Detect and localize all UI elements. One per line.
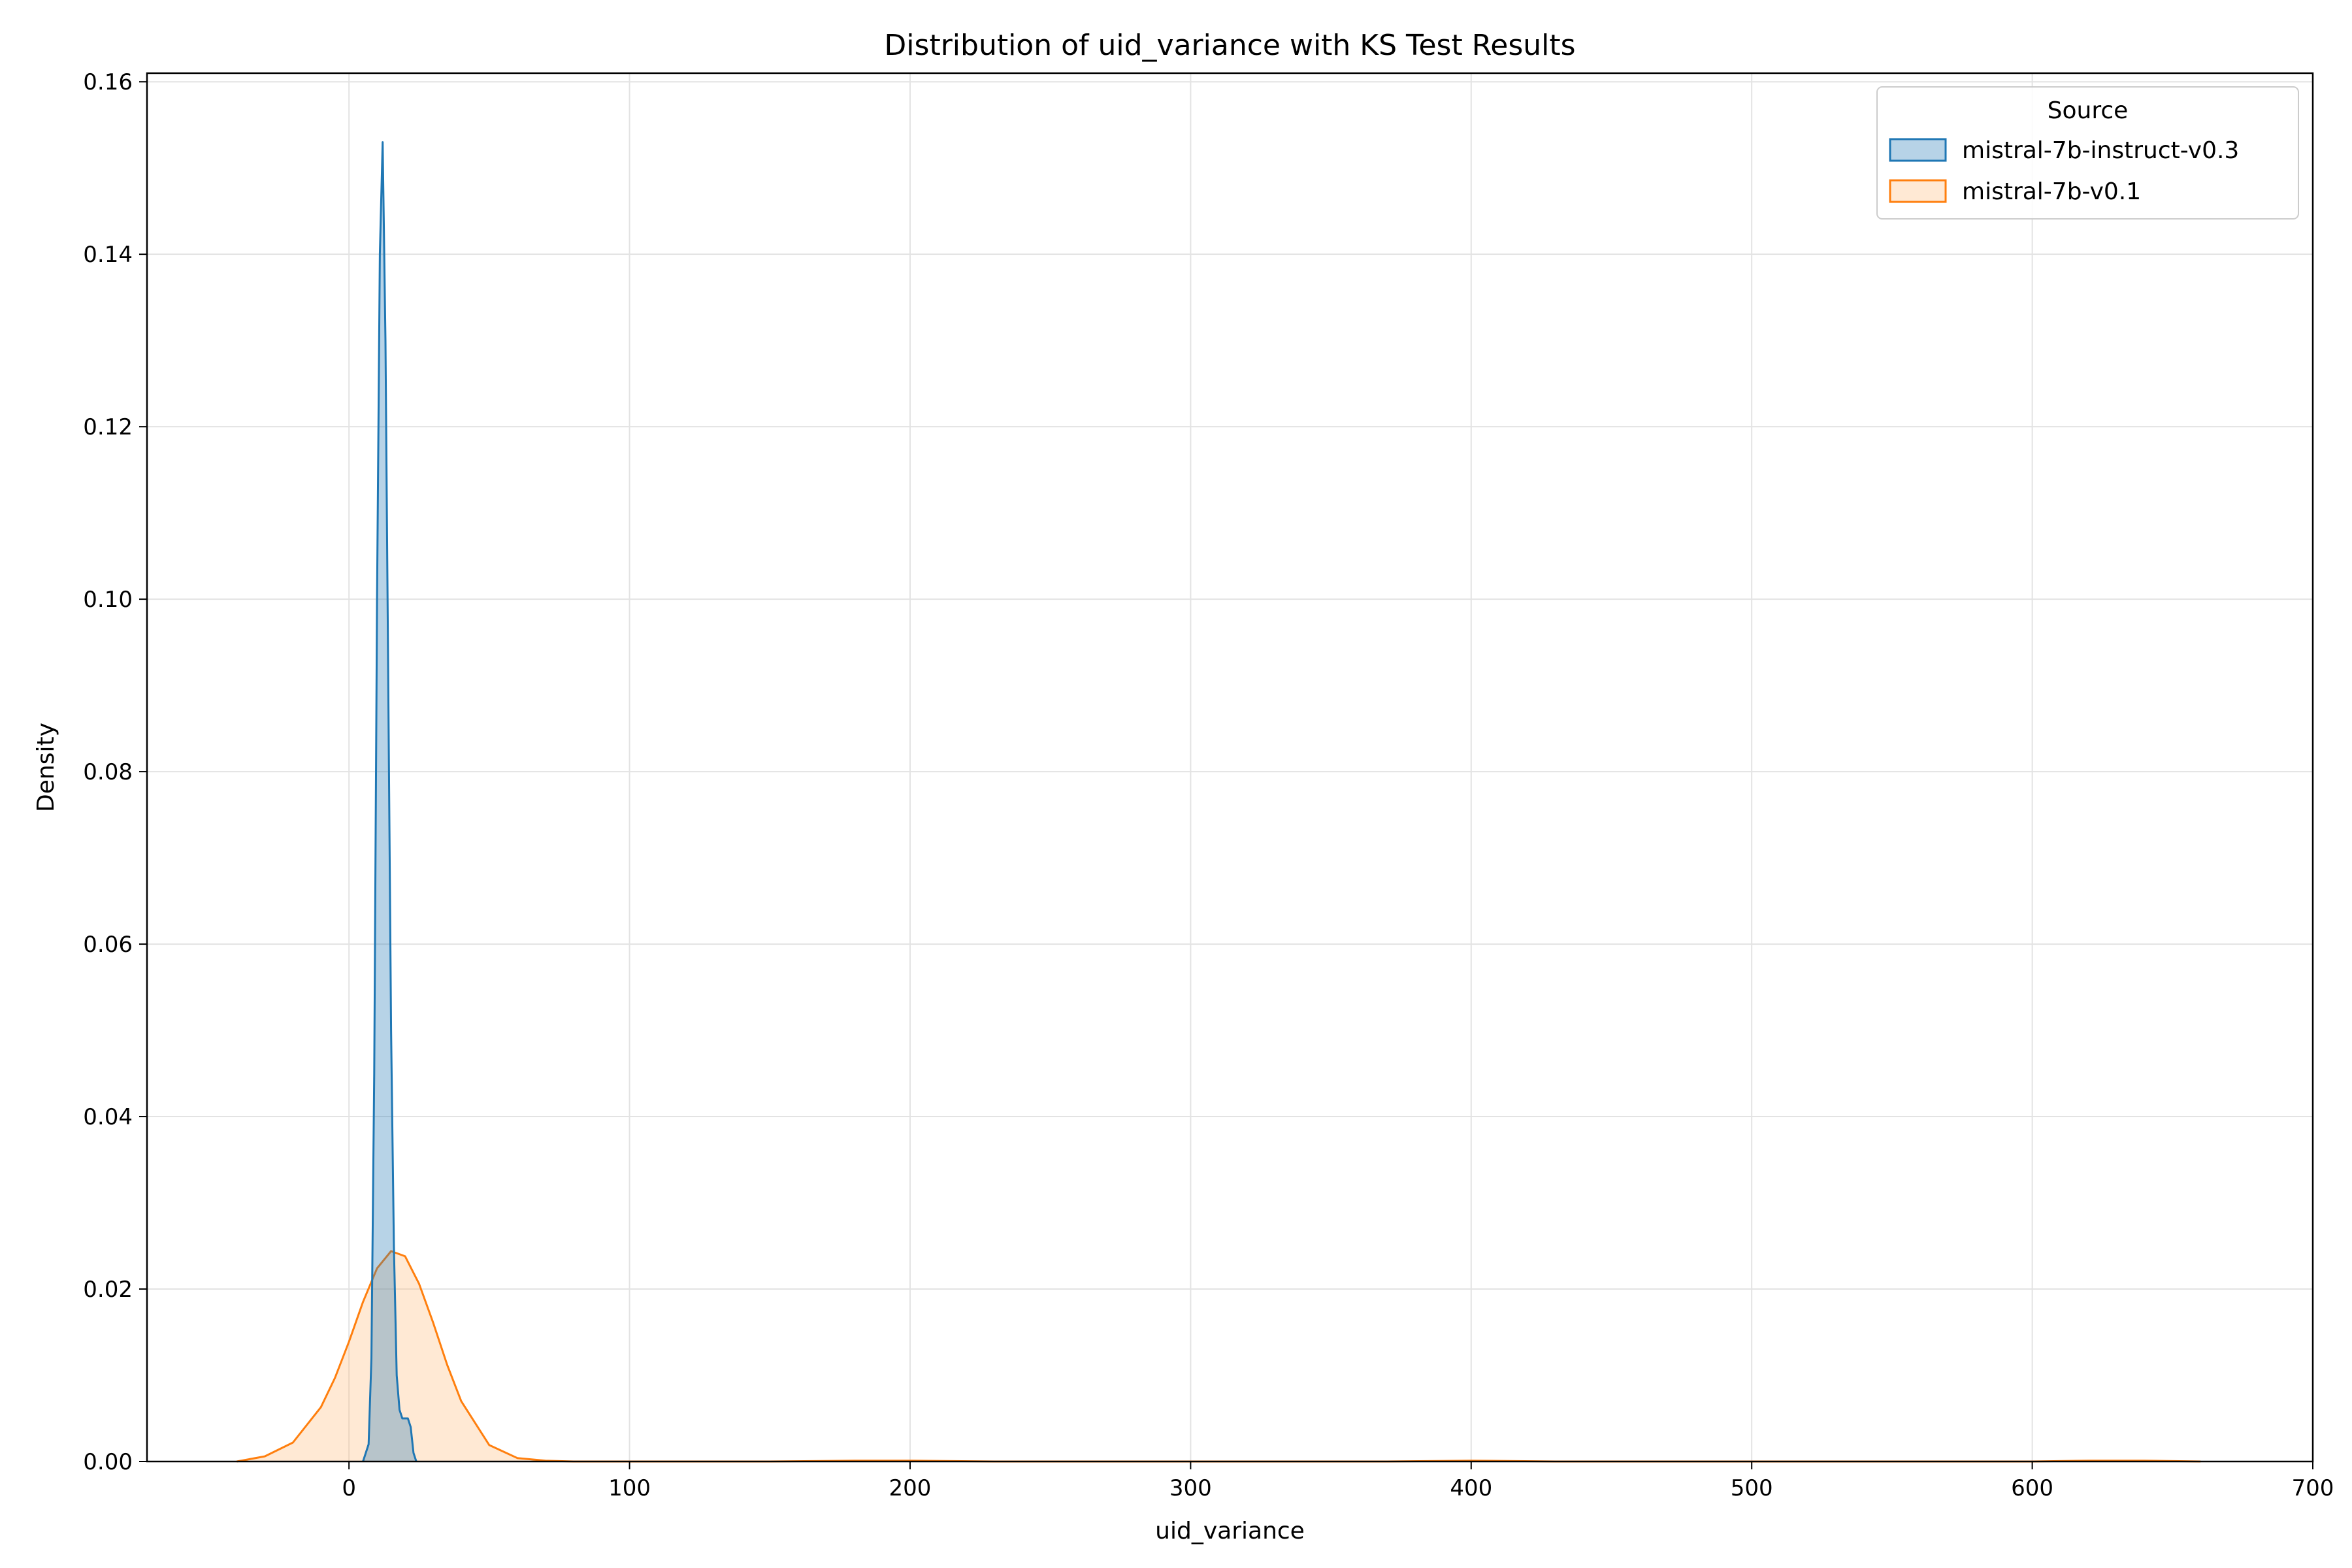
axis-ticks: 0 100 200 300 400 500 600 700 0.00 0.02 0.04 0.06 0.…	[83, 69, 2334, 1501]
y-tick-label: 0.10	[83, 587, 133, 613]
x-tick-label: 500	[1731, 1475, 1773, 1501]
legend-label: mistral-7b-instruct-v0.3	[1962, 137, 2239, 164]
y-axis-label: Density	[33, 723, 59, 812]
y-tick-label: 0.08	[83, 759, 133, 785]
y-tick-label: 0.02	[83, 1277, 133, 1303]
x-tick-label: 0	[342, 1475, 356, 1501]
x-axis-label: uid_variance	[1155, 1518, 1305, 1544]
legend-items: mistral-7b-instruct-v0.3 mistral-7b-v0.1	[1889, 137, 2239, 205]
y-tick-label: 0.16	[83, 69, 133, 95]
y-tick-label: 0.06	[83, 932, 133, 958]
plot-frame	[146, 72, 2314, 1463]
x-tick-label: 400	[1450, 1475, 1492, 1501]
legend-box	[1876, 86, 2299, 220]
legend-swatch	[1889, 179, 1947, 203]
legend-swatch	[1889, 138, 1947, 162]
legend: Source mistral-7b-instruct-v0.3mistral-7…	[1876, 86, 2299, 220]
legend-title: Source	[2048, 97, 2129, 124]
y-tick-label: 0.12	[83, 414, 133, 440]
series-line-mistral-7b-instruct-v0.3	[362, 141, 417, 1462]
series-area-mistral-7b-instruct-v0.3	[363, 142, 417, 1462]
x-tick-label: 200	[889, 1475, 932, 1501]
y-tick-label: 0.04	[83, 1104, 133, 1130]
chart-title: Distribution of uid_variance with KS Tes…	[884, 29, 1575, 62]
y-tick-label: 0.00	[83, 1449, 133, 1475]
x-tick-label: 300	[1169, 1475, 1212, 1501]
series-area-mistral-7b-v0.1	[237, 1251, 2201, 1462]
legend-label: mistral-7b-v0.1	[1962, 178, 2141, 205]
y-tick-label: 0.14	[83, 242, 133, 268]
x-tick-label: 600	[2011, 1475, 2053, 1501]
x-tick-label: 100	[608, 1475, 651, 1501]
x-tick-label: 700	[2292, 1475, 2334, 1501]
